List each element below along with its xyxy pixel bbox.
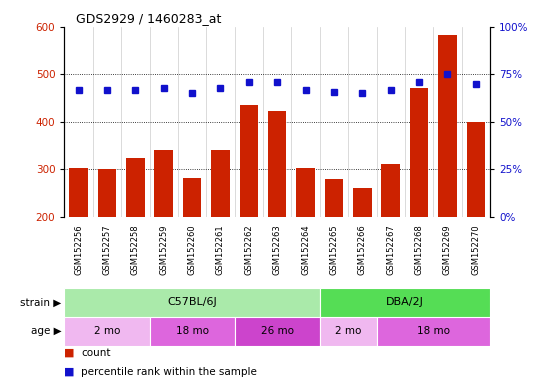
Text: 2 mo: 2 mo — [94, 326, 120, 336]
Text: GSM152258: GSM152258 — [131, 224, 140, 275]
Text: GSM152268: GSM152268 — [414, 224, 423, 275]
Text: GSM152262: GSM152262 — [244, 224, 253, 275]
Text: GSM152263: GSM152263 — [273, 224, 282, 275]
Text: GSM152265: GSM152265 — [329, 224, 338, 275]
Bar — [69, 169, 88, 217]
Bar — [410, 88, 428, 217]
Text: count: count — [81, 348, 111, 358]
Text: GSM152256: GSM152256 — [74, 224, 83, 275]
Text: GDS2929 / 1460283_at: GDS2929 / 1460283_at — [76, 12, 221, 25]
Bar — [235, 317, 320, 346]
Text: ■: ■ — [64, 367, 75, 377]
Bar — [268, 111, 286, 217]
Text: ■: ■ — [64, 348, 75, 358]
Text: GSM152260: GSM152260 — [188, 224, 197, 275]
Bar — [64, 317, 150, 346]
Bar — [296, 167, 315, 217]
Text: GSM152269: GSM152269 — [443, 224, 452, 275]
Bar — [211, 151, 230, 217]
Text: C57BL/6J: C57BL/6J — [167, 297, 217, 308]
Text: GSM152267: GSM152267 — [386, 224, 395, 275]
Bar — [320, 317, 376, 346]
Bar — [381, 164, 400, 217]
Text: strain ▶: strain ▶ — [20, 297, 62, 308]
Bar — [438, 35, 456, 217]
Text: GSM152266: GSM152266 — [358, 224, 367, 275]
Text: 2 mo: 2 mo — [335, 326, 361, 336]
Bar — [155, 151, 173, 217]
Bar — [320, 288, 490, 317]
Bar — [126, 158, 144, 217]
Text: 26 mo: 26 mo — [261, 326, 293, 336]
Text: GSM152261: GSM152261 — [216, 224, 225, 275]
Bar — [353, 189, 371, 217]
Bar — [64, 288, 320, 317]
Text: GSM152259: GSM152259 — [159, 224, 168, 275]
Bar — [376, 317, 490, 346]
Text: GSM152270: GSM152270 — [472, 224, 480, 275]
Text: age ▶: age ▶ — [31, 326, 62, 336]
Text: percentile rank within the sample: percentile rank within the sample — [81, 367, 257, 377]
Bar — [325, 179, 343, 217]
Text: GSM152257: GSM152257 — [102, 224, 111, 275]
Bar — [183, 178, 201, 217]
Text: 18 mo: 18 mo — [417, 326, 450, 336]
Text: DBA/2J: DBA/2J — [386, 297, 424, 308]
Bar — [98, 169, 116, 217]
Text: 18 mo: 18 mo — [176, 326, 208, 336]
Text: GSM152264: GSM152264 — [301, 224, 310, 275]
Bar — [150, 317, 235, 346]
Bar — [240, 105, 258, 217]
Bar — [466, 122, 485, 217]
